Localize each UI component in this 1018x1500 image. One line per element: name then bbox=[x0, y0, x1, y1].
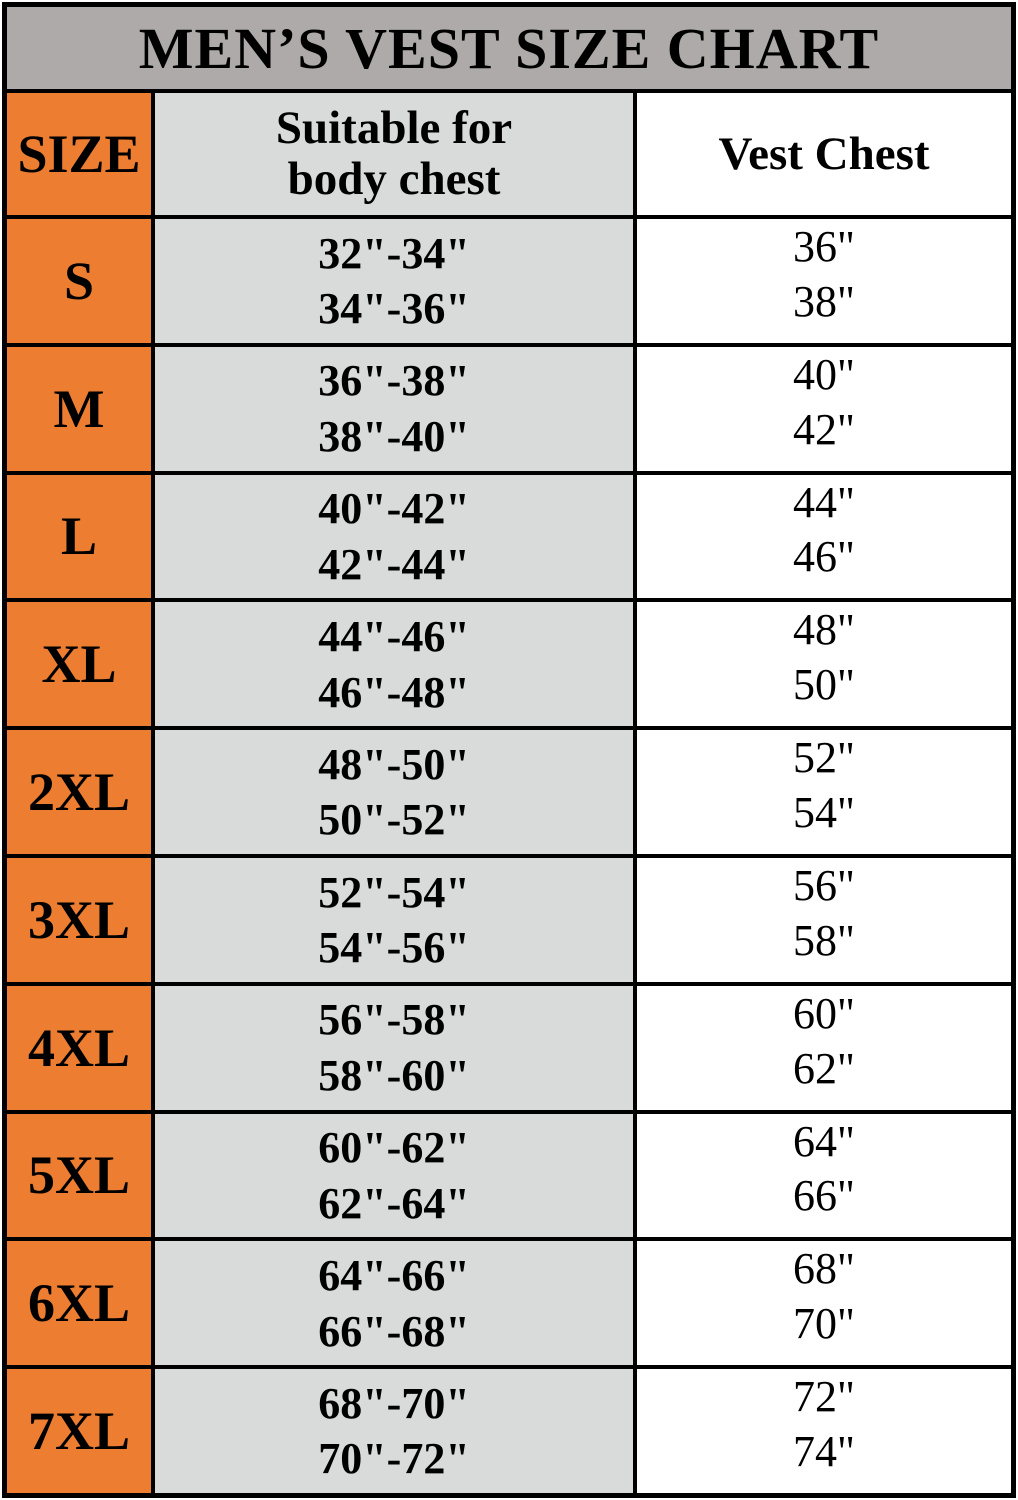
vest-chest-cell: 72" 74" bbox=[637, 1369, 1011, 1493]
body-chest-cell: 56"-58" 58"-60" bbox=[155, 985, 633, 1110]
vest-chest-cell: 56" 58" bbox=[637, 858, 1011, 982]
vest-chest-cell: 52" 54" bbox=[637, 730, 1011, 854]
vest-chest-value-2: 54" bbox=[793, 788, 855, 837]
vest-chest-value-2: 62" bbox=[793, 1043, 855, 1093]
body-chest-range-2: 38"-40" bbox=[318, 411, 470, 461]
vest-chest-cell: 68" 70" bbox=[637, 1241, 1011, 1366]
size-label: 2XL bbox=[27, 762, 130, 823]
body-chest-cell: 44"-46" 46"-48" bbox=[155, 602, 633, 727]
size-label-cell: 6XL bbox=[7, 1241, 151, 1366]
vest-chest-value-1: 72" bbox=[793, 1372, 855, 1422]
body-chest-cell: 32"-34" 34"-36" bbox=[155, 219, 633, 343]
vest-chest-value-2: 42" bbox=[793, 404, 855, 454]
vest-chest-cell: 36" 38" bbox=[637, 219, 1011, 343]
body-chest-cell: 48"-50" 50"-52" bbox=[155, 730, 633, 854]
column-header-size: SIZE bbox=[7, 93, 151, 215]
chart-title: MEN’S VEST SIZE CHART bbox=[7, 7, 1011, 89]
body-chest-cell: 52"-54" 54"-56" bbox=[155, 858, 633, 982]
vest-chest-cell: 44" 46" bbox=[637, 474, 1011, 599]
vest-chest-value-2: 70" bbox=[793, 1299, 855, 1349]
body-chest-range-2: 50"-52" bbox=[318, 795, 470, 845]
body-chest-cell: 64"-66" 66"-68" bbox=[155, 1241, 633, 1366]
body-chest-range-2: 58"-60" bbox=[318, 1050, 470, 1100]
body-chest-cell: 60"-62" 62"-64" bbox=[155, 1113, 633, 1238]
body-chest-range-1: 52"-54" bbox=[318, 867, 470, 917]
column-header-body-chest-line1: Suitable for bbox=[275, 102, 513, 155]
body-chest-range-1: 56"-58" bbox=[318, 995, 470, 1045]
size-label-cell: 3XL bbox=[7, 858, 151, 982]
size-label: 7XL bbox=[27, 1401, 130, 1462]
size-label-cell: 7XL bbox=[7, 1369, 151, 1493]
size-label-cell: S bbox=[7, 219, 151, 343]
size-label: 4XL bbox=[27, 1017, 130, 1078]
size-label-cell: 5XL bbox=[7, 1113, 151, 1238]
column-header-body-chest-line2: body chest bbox=[287, 153, 501, 205]
body-chest-range-2: 66"-68" bbox=[318, 1306, 470, 1356]
body-chest-range-2: 54"-56" bbox=[318, 923, 470, 973]
body-chest-range-2: 42"-44" bbox=[318, 539, 470, 589]
body-chest-range-1: 40"-42" bbox=[318, 484, 470, 534]
vest-chest-value-2: 74" bbox=[793, 1427, 855, 1476]
vest-chest-value-1: 64" bbox=[793, 1116, 855, 1166]
body-chest-range-1: 68"-70" bbox=[318, 1378, 470, 1428]
size-label: L bbox=[60, 506, 98, 567]
body-chest-range-2: 62"-64" bbox=[318, 1178, 470, 1228]
size-label: XL bbox=[41, 634, 117, 695]
column-header-body-chest: Suitable for body chest bbox=[155, 93, 633, 215]
vest-chest-value-1: 56" bbox=[793, 861, 855, 910]
body-chest-range-1: 36"-38" bbox=[318, 356, 470, 406]
vest-chest-value-2: 66" bbox=[793, 1171, 855, 1221]
vest-chest-cell: 60" 62" bbox=[637, 985, 1011, 1110]
vest-chest-value-1: 48" bbox=[793, 605, 855, 655]
body-chest-range-1: 64"-66" bbox=[318, 1250, 470, 1300]
size-label: 5XL bbox=[27, 1145, 130, 1206]
vest-chest-cell: 64" 66" bbox=[637, 1113, 1011, 1238]
body-chest-cell: 36"-38" 38"-40" bbox=[155, 346, 633, 471]
body-chest-range-1: 60"-62" bbox=[318, 1123, 470, 1173]
vest-chest-value-2: 50" bbox=[793, 660, 855, 710]
size-label-cell: XL bbox=[7, 602, 151, 727]
body-chest-range-2: 70"-72" bbox=[318, 1434, 470, 1484]
vest-chest-value-1: 52" bbox=[793, 733, 855, 783]
size-label-cell: 2XL bbox=[7, 730, 151, 854]
vest-chest-value-2: 58" bbox=[793, 915, 855, 965]
vest-chest-cell: 40" 42" bbox=[637, 346, 1011, 471]
vest-chest-value-1: 44" bbox=[793, 477, 855, 527]
vest-chest-value-1: 36" bbox=[793, 222, 855, 271]
vest-chest-value-1: 60" bbox=[793, 988, 855, 1038]
body-chest-range-1: 44"-46" bbox=[318, 611, 470, 661]
size-label-cell: 4XL bbox=[7, 985, 151, 1110]
vest-chest-value-1: 68" bbox=[793, 1244, 855, 1294]
vest-chest-value-2: 38" bbox=[793, 276, 855, 326]
vest-chest-cell: 48" 50" bbox=[637, 602, 1011, 727]
body-chest-range-1: 32"-34" bbox=[318, 228, 470, 278]
size-label: M bbox=[53, 378, 105, 439]
size-label: 6XL bbox=[27, 1273, 130, 1334]
body-chest-cell: 68"-70" 70"-72" bbox=[155, 1369, 633, 1493]
size-label: 3XL bbox=[27, 889, 130, 950]
body-chest-range-2: 34"-36" bbox=[318, 284, 470, 334]
body-chest-range-1: 48"-50" bbox=[318, 739, 470, 789]
vest-chest-value-2: 46" bbox=[793, 532, 855, 582]
size-label-cell: M bbox=[7, 346, 151, 471]
size-label: S bbox=[63, 250, 95, 311]
vest-chest-value-1: 40" bbox=[793, 349, 855, 399]
body-chest-cell: 40"-42" 42"-44" bbox=[155, 474, 633, 599]
column-header-vest-chest: Vest Chest bbox=[637, 93, 1011, 215]
size-label-cell: L bbox=[7, 474, 151, 599]
body-chest-range-2: 46"-48" bbox=[318, 667, 470, 717]
